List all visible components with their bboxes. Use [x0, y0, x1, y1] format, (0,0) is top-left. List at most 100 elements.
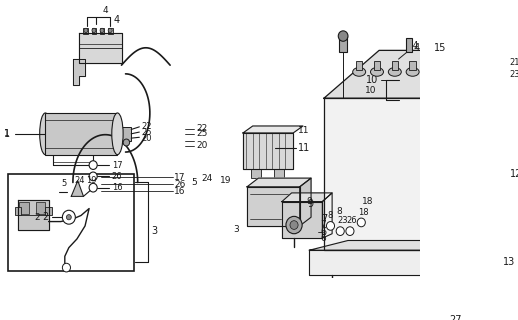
Circle shape: [286, 216, 302, 234]
Text: 18: 18: [358, 207, 369, 217]
Bar: [20, 202, 29, 214]
Polygon shape: [73, 59, 85, 85]
Text: 5: 5: [62, 179, 67, 188]
Polygon shape: [324, 98, 444, 250]
Polygon shape: [282, 193, 332, 202]
Ellipse shape: [388, 68, 401, 76]
Bar: [8, 174, 134, 271]
Circle shape: [92, 28, 96, 33]
Text: 4: 4: [113, 15, 120, 25]
Polygon shape: [247, 187, 300, 226]
Text: 18: 18: [362, 197, 373, 206]
Circle shape: [357, 218, 365, 227]
Text: 9: 9: [308, 199, 314, 209]
Bar: [374, 61, 380, 70]
Ellipse shape: [112, 113, 123, 155]
Polygon shape: [324, 50, 499, 98]
Text: 26: 26: [347, 216, 357, 225]
Polygon shape: [282, 202, 322, 238]
Text: 6: 6: [321, 227, 327, 237]
Polygon shape: [71, 181, 83, 196]
Ellipse shape: [40, 113, 51, 155]
Polygon shape: [243, 133, 293, 169]
Bar: [274, 169, 283, 178]
Text: 24: 24: [201, 174, 212, 183]
Polygon shape: [444, 50, 499, 250]
Text: 19: 19: [220, 176, 232, 185]
Bar: [99, 28, 105, 34]
Circle shape: [123, 139, 130, 146]
Text: 19: 19: [86, 176, 96, 185]
Text: 8: 8: [327, 211, 333, 220]
Bar: [36, 202, 46, 214]
Text: 22: 22: [141, 122, 151, 131]
Circle shape: [338, 31, 348, 41]
Polygon shape: [458, 241, 496, 275]
Text: 23: 23: [337, 216, 348, 225]
Text: 2: 2: [35, 213, 40, 222]
Bar: [46, 113, 118, 155]
Text: 21: 21: [510, 58, 518, 67]
Circle shape: [346, 227, 354, 236]
Circle shape: [290, 221, 298, 229]
Bar: [498, 76, 510, 85]
Text: 2: 2: [42, 212, 48, 222]
Circle shape: [84, 28, 88, 33]
Bar: [122, 127, 131, 141]
Polygon shape: [309, 250, 458, 275]
Bar: [356, 61, 363, 70]
Text: 20: 20: [141, 134, 151, 143]
Ellipse shape: [370, 68, 383, 76]
Text: 24: 24: [75, 176, 85, 185]
Text: 3: 3: [233, 225, 239, 234]
Text: 20: 20: [196, 141, 207, 150]
Bar: [406, 38, 412, 52]
Circle shape: [336, 227, 344, 236]
Text: 12: 12: [510, 169, 518, 179]
Text: 1: 1: [4, 129, 10, 139]
Text: 14: 14: [408, 41, 420, 50]
Text: 22: 22: [196, 124, 207, 133]
Text: 13: 13: [502, 257, 515, 268]
Text: 17: 17: [174, 173, 185, 182]
Text: 26: 26: [112, 172, 122, 181]
Text: 16: 16: [174, 187, 185, 196]
Text: 6: 6: [320, 234, 326, 243]
Text: 25: 25: [196, 129, 207, 138]
Circle shape: [100, 28, 104, 33]
Ellipse shape: [406, 68, 419, 76]
Circle shape: [62, 263, 70, 272]
Text: 25: 25: [141, 128, 151, 137]
Text: 1: 1: [4, 129, 10, 138]
Polygon shape: [79, 33, 122, 63]
Bar: [251, 169, 261, 178]
Text: 11: 11: [298, 126, 310, 135]
Circle shape: [89, 183, 97, 192]
Bar: [83, 28, 88, 34]
Text: 10: 10: [366, 75, 378, 85]
Ellipse shape: [353, 68, 366, 76]
Text: 10: 10: [365, 86, 376, 95]
Polygon shape: [243, 126, 303, 133]
Text: 8: 8: [336, 207, 342, 216]
Text: 15: 15: [434, 43, 447, 53]
Text: 4: 4: [103, 6, 108, 15]
Circle shape: [89, 172, 97, 181]
Text: 16: 16: [112, 183, 122, 192]
Polygon shape: [309, 241, 496, 250]
Circle shape: [108, 28, 112, 33]
Text: 26: 26: [174, 180, 185, 189]
Text: 9: 9: [306, 197, 312, 206]
Ellipse shape: [424, 68, 437, 76]
Text: 17: 17: [112, 161, 122, 170]
Text: 7: 7: [320, 220, 326, 229]
Circle shape: [66, 215, 71, 220]
Circle shape: [326, 221, 335, 230]
Text: 5: 5: [191, 178, 197, 187]
Bar: [498, 59, 510, 71]
Bar: [92, 28, 96, 34]
Bar: [445, 61, 452, 70]
Bar: [15, 207, 21, 215]
Circle shape: [62, 210, 75, 224]
Bar: [46, 207, 52, 215]
